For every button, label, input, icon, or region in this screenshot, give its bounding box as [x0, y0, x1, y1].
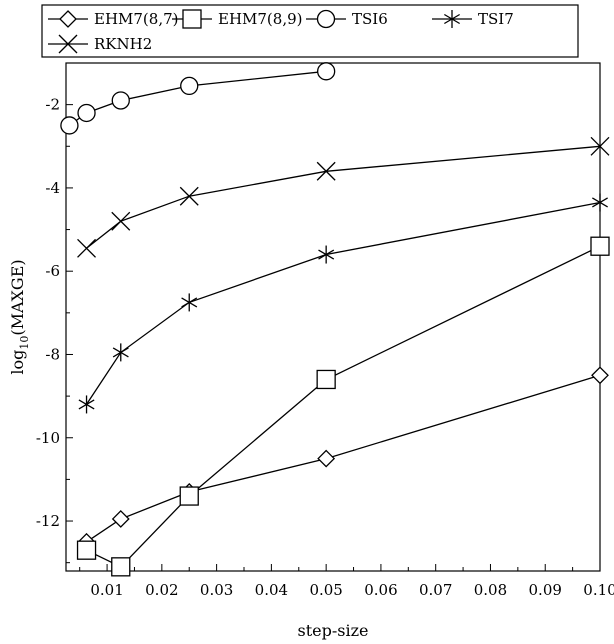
x-tick-label: 0.07 — [419, 581, 452, 599]
series-TSI7 — [78, 193, 608, 414]
legend-label: EHM7(8,7) — [94, 10, 179, 28]
y-tick-label: -12 — [36, 512, 60, 530]
legend: EHM7(8,7) EHM7(8,9) TSI6 TSI7 RKNH2 — [48, 9, 514, 54]
y-axis-title-rest: (MAXGE) — [8, 259, 27, 335]
x-tick-label: 0.09 — [529, 581, 562, 599]
plot-frame — [65, 62, 601, 572]
data-point — [180, 76, 199, 96]
x-axis-title: step-size — [298, 621, 369, 640]
x-tick-label: 0.05 — [309, 581, 342, 599]
legend-item: EHM7(8,7) — [48, 10, 179, 28]
series-line — [86, 145, 601, 249]
data-point — [181, 293, 198, 312]
data-point — [111, 510, 130, 528]
y-tick-label: -8 — [45, 345, 60, 363]
data-point — [590, 136, 610, 156]
data-point — [78, 395, 95, 414]
x-tick-label: 0.01 — [90, 581, 123, 599]
legend-marker — [182, 9, 202, 29]
legend-label: TSI6 — [352, 10, 388, 28]
legend-item: RKNH2 — [48, 34, 152, 54]
x-tick-label: 0.03 — [200, 581, 233, 599]
series-line — [86, 245, 601, 568]
series-EHM7(8,9) — [76, 236, 610, 577]
data-point — [111, 557, 131, 577]
y-axis: -12 -10 -8 -6 -4 -2 — [36, 62, 73, 564]
legend-item: EHM7(8,9) — [172, 9, 303, 29]
series-TSI6 — [60, 62, 336, 135]
data-point — [76, 540, 97, 560]
series-layer — [60, 62, 610, 577]
data-point — [179, 186, 199, 206]
data-point — [316, 369, 336, 390]
y-tick-label: -10 — [36, 429, 60, 447]
data-point — [77, 103, 96, 123]
y-tick-label: -2 — [45, 96, 60, 114]
data-point — [592, 193, 608, 212]
legend-label: RKNH2 — [94, 35, 152, 53]
legend-box — [41, 4, 579, 58]
y-axis-title-main: log — [8, 350, 27, 375]
y-axis-title-subscript: 10 — [18, 336, 31, 350]
y-axis-title: log10(MAXGE) — [8, 259, 31, 374]
legend-label: EHM7(8,9) — [218, 10, 303, 28]
data-point — [111, 211, 131, 231]
data-point — [590, 236, 610, 256]
data-point — [317, 449, 336, 468]
legend-item: TSI6 — [306, 9, 388, 29]
series-line — [86, 374, 601, 543]
legend-label: TSI7 — [478, 10, 514, 28]
data-point — [111, 91, 130, 110]
data-point — [60, 116, 79, 135]
legend-marker — [58, 34, 78, 54]
series-line — [69, 70, 327, 127]
legend-marker — [316, 9, 336, 29]
data-point — [317, 62, 336, 81]
series-EHM7(8,7) — [77, 366, 609, 551]
series-line — [85, 201, 601, 405]
data-point — [316, 161, 336, 181]
x-tick-label: 0.06 — [364, 581, 397, 599]
y-tick-label: -6 — [45, 262, 60, 280]
x-axis: 0.01 0.02 0.03 0.04 0.05 0.06 0.07 0.08 0.09 0.10 — [79, 564, 614, 599]
y-tick-label: -4 — [45, 179, 60, 197]
legend-item: TSI7 — [432, 10, 514, 28]
legend-marker — [59, 10, 77, 28]
x-tick-label: 0.04 — [255, 581, 288, 599]
x-tick-label: 0.02 — [145, 581, 178, 599]
data-point — [112, 343, 129, 362]
data-point — [318, 245, 335, 264]
series-RKNH2 — [77, 136, 610, 258]
x-tick-label: 0.08 — [474, 581, 507, 599]
x-tick-label: 0.10 — [583, 581, 614, 599]
legend-marker — [444, 10, 460, 28]
data-point — [179, 486, 199, 506]
data-point — [77, 238, 96, 258]
data-point — [591, 366, 609, 385]
